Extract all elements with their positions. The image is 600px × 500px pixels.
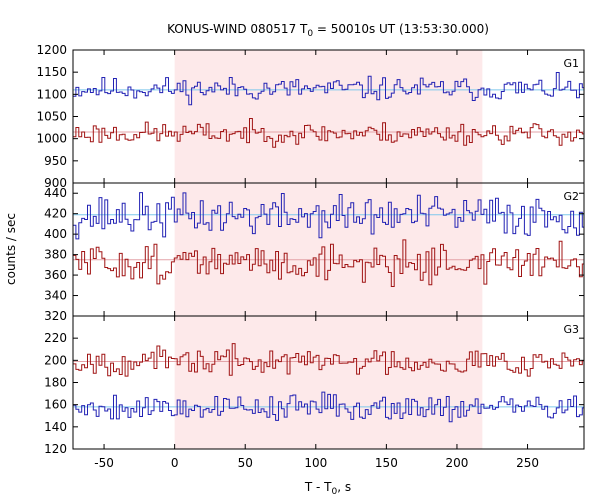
y-tick-label-g2: 320	[44, 309, 67, 323]
panel-label-g2: G2	[563, 190, 579, 203]
x-tick-label: 200	[446, 456, 469, 470]
light-curve-g1-red	[73, 118, 584, 148]
panel-label-g1: G1	[563, 57, 579, 70]
light-curve-g3-red	[73, 343, 584, 377]
chart-title: KONUS-WIND 080517 T0 = 50010s UT (13:53:…	[167, 22, 489, 39]
light-curve-g1-blue	[73, 72, 584, 106]
y-tick-label-g2: 380	[44, 248, 67, 262]
xlabel-main: T - T	[304, 480, 332, 494]
y-tick-label-g3: 180	[44, 376, 67, 390]
y-tick-label-g1: 1000	[36, 132, 67, 146]
y-tick-label-g1: 950	[44, 154, 67, 168]
y-tick-label-g2: 440	[44, 186, 67, 200]
y-tick-label-g2: 340	[44, 289, 67, 303]
y-tick-label-g1: 900	[44, 176, 67, 190]
title-main: KONUS-WIND 080517 T	[167, 22, 308, 36]
light-curve-g3-blue	[73, 391, 584, 423]
x-tick-label: 0	[171, 456, 179, 470]
panel-label-g3: G3	[563, 323, 579, 336]
shaded-interval	[174, 50, 483, 449]
y-tick-label-g3: 220	[44, 331, 67, 345]
x-axis-label: T - T0, s	[304, 480, 351, 497]
y-tick-label-g1: 1050	[36, 110, 67, 124]
x-tick-label: 100	[304, 456, 327, 470]
y-tick-label-g2: 360	[44, 268, 67, 282]
xlabel-rest: , s	[337, 480, 351, 494]
y-tick-label-g1: 1150	[36, 65, 67, 79]
y-tick-label-g2: 400	[44, 227, 67, 241]
y-tick-label-g3: 160	[44, 398, 67, 412]
x-tick-label: 50	[238, 456, 253, 470]
y-tick-label-g3: 120	[44, 442, 67, 456]
y-tick-label-g1: 1100	[36, 87, 67, 101]
xlabel-subscript: 0	[332, 487, 338, 497]
title-rest: = 50010s UT (13:53:30.000)	[313, 22, 489, 36]
y-tick-label-g1: 1200	[36, 43, 67, 57]
panels-group: 12001150110010501000950900G1440420400380…	[36, 43, 585, 470]
y-axis-label: counts / sec	[4, 213, 18, 285]
light-curve-g2-blue	[73, 192, 584, 240]
title-subscript: 0	[307, 29, 313, 39]
y-tick-label-g2: 420	[44, 207, 67, 221]
y-tick-label-g3: 200	[44, 353, 67, 367]
y-tick-label-g3: 140	[44, 420, 67, 434]
x-tick-label: 150	[375, 456, 398, 470]
x-tick-label: -50	[94, 456, 114, 470]
x-tick-label: 250	[516, 456, 539, 470]
light-curve-g2-red	[73, 239, 584, 287]
